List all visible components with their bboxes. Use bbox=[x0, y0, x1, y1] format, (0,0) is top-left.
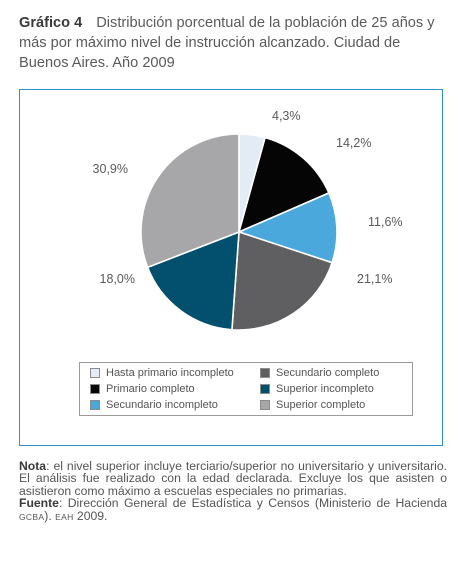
fuente-sep: ). bbox=[44, 508, 56, 523]
legend-item: Superior incompleto bbox=[260, 383, 374, 395]
chart-frame: 4,3% 14,2% 11,6% 21,1% 18,0% 30,9% Hasta prim… bbox=[19, 89, 443, 446]
slice-label-5: 18,0% bbox=[100, 272, 135, 286]
legend-swatch bbox=[260, 368, 270, 378]
legend-item: Secundario completo bbox=[260, 367, 379, 379]
pie-slice-6 bbox=[140, 133, 240, 269]
fuente-gcba: GCBA bbox=[19, 511, 45, 522]
chart-legend: Hasta primario incompleto Primario comple… bbox=[79, 362, 413, 416]
legend-swatch bbox=[90, 368, 100, 378]
slice-label-4: 21,1% bbox=[357, 272, 392, 286]
legend-item: Primario completo bbox=[90, 383, 195, 395]
legend-label: Primario completo bbox=[106, 383, 195, 395]
nota-label: Nota bbox=[19, 459, 47, 473]
legend-item: Superior completo bbox=[260, 399, 365, 411]
legend-label: Superior incompleto bbox=[276, 383, 374, 395]
legend-swatch bbox=[90, 400, 100, 410]
legend-label: Secundario completo bbox=[276, 367, 380, 379]
nota-text: : el nivel superior incluye terciario/su… bbox=[19, 459, 447, 498]
pie-slice-2 bbox=[237, 136, 330, 234]
fuente-year: 2009. bbox=[73, 508, 108, 523]
fuente-label: Fuente bbox=[19, 496, 59, 511]
legend-swatch bbox=[260, 384, 270, 394]
pie-slice-3 bbox=[236, 191, 338, 264]
legend-swatch bbox=[260, 400, 270, 410]
chart-number: Gráfico 4 bbox=[19, 15, 83, 31]
legend-swatch bbox=[90, 384, 100, 394]
slice-label-6: 30,9% bbox=[93, 162, 128, 176]
pie-chart: 4,3% 14,2% 11,6% 21,1% 18,0% 30,9% bbox=[93, 109, 403, 331]
slice-label-2: 14,2% bbox=[336, 136, 371, 150]
legend-label: Secundario incompleto bbox=[106, 399, 218, 411]
fuente-eah: EAH bbox=[55, 511, 74, 522]
legend-label: Hasta primario incompleto bbox=[106, 367, 234, 379]
pie-slice-4 bbox=[231, 230, 334, 331]
notes: Nota: el nivel superior incluye terciari… bbox=[19, 460, 447, 523]
pie-slice-5 bbox=[146, 230, 240, 331]
slice-label-1: 4,3% bbox=[272, 109, 301, 123]
chart-title: Gráfico 4 Distribución porcentual de la p… bbox=[19, 13, 449, 73]
legend-label: Superior completo bbox=[276, 399, 366, 411]
fuente-text: : Dirección General de Estadística y Cen… bbox=[58, 496, 447, 511]
legend-item: Hasta primario incompleto bbox=[90, 367, 234, 379]
legend-item: Secundario incompleto bbox=[90, 399, 218, 411]
chart-title-text: Distribución porcentual de la población … bbox=[19, 15, 435, 71]
slice-label-3: 11,6% bbox=[368, 215, 403, 229]
